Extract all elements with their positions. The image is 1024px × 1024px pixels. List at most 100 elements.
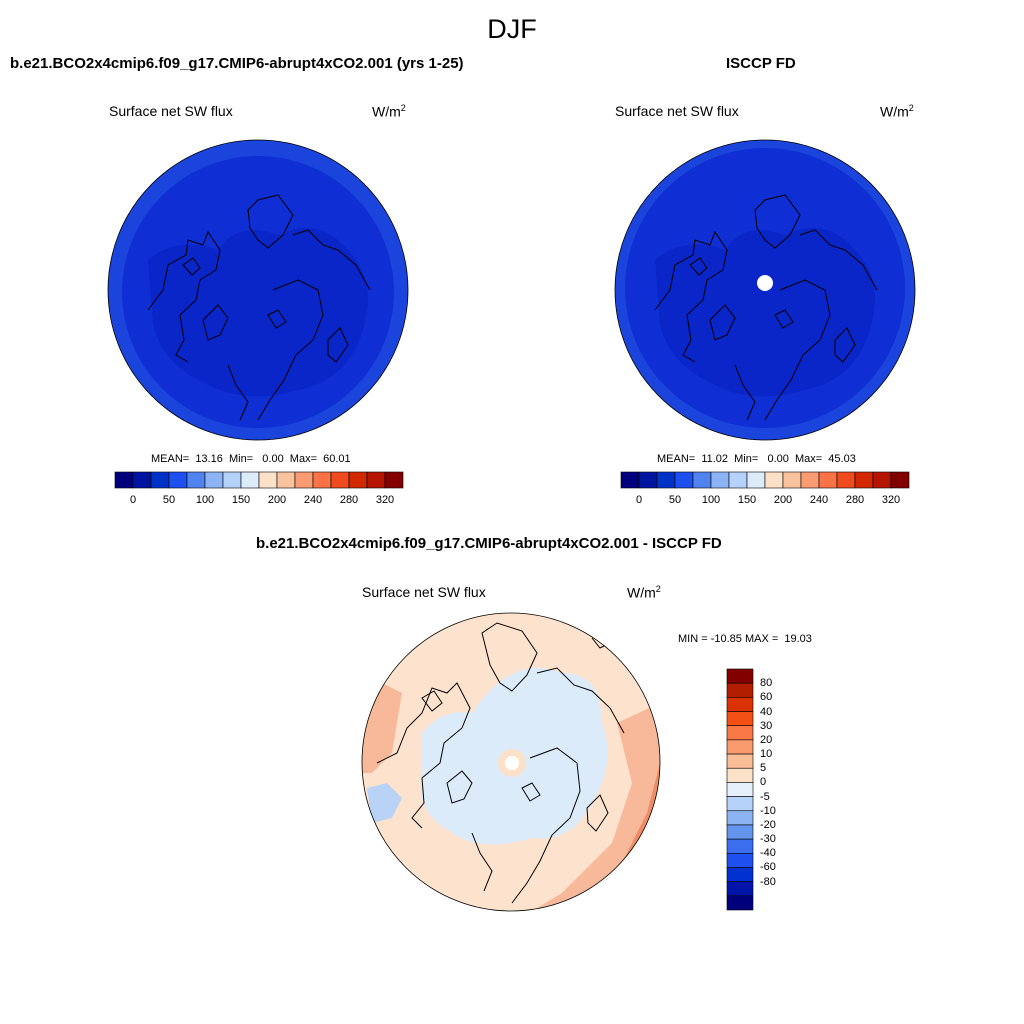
obs-colorbar-tick-label: 100 [701,494,721,506]
diff-colorbar-tick-label: -40 [760,847,776,860]
model-colorbar-box [294,471,314,489]
model-land-fill [148,227,368,397]
obs-pole-hole [757,275,773,291]
diff-colorbar-box [726,881,754,897]
panel-model-colorbar [114,471,404,489]
diff-colorbar-box [726,753,754,769]
obs-colorbar-tick-label: 0 [635,494,643,506]
diff-colorbar-box [726,810,754,826]
model-colorbar-box [168,471,188,489]
panel-model-variable: Surface net SW flux [109,103,233,119]
obs-colorbar-tick-label: 240 [809,494,829,506]
model-colorbar-tick-label: 320 [375,494,395,506]
panel-obs-units: W/m2 [880,103,914,120]
diff-colorbar-tick-label: -5 [760,790,770,803]
model-colorbar-box [276,471,296,489]
diff-colorbar-box [726,697,754,712]
model-colorbar-box [384,471,404,489]
diff-colorbar-box [726,739,754,755]
obs-colorbar-tick-label: 200 [773,494,793,506]
diff-colorbar-box [726,867,754,882]
obs-colorbar-tick-label: 150 [737,494,757,506]
obs-colorbar-box [710,471,730,489]
obs-colorbar-box [764,471,784,489]
model-colorbar-box [348,471,368,489]
diff-colorbar-tick-label: 0 [760,776,767,789]
model-colorbar-tick-label: 100 [195,494,215,506]
diff-colorbar-box [726,782,754,797]
obs-colorbar-box [872,471,892,489]
panel-diff-stats: MIN = -10.85 MAX = 19.03 [678,633,812,645]
panel-diff-colorbar-labels: 80 60 40 30 20 10 5 0 -5 -10 -20 -30 -40 -60 -80 [760,669,800,910]
diff-colorbar-tick-label: 60 [760,691,773,704]
model-colorbar-tick-label: 0 [129,494,137,506]
model-colorbar-box [330,471,350,489]
diff-colorbar-box [726,682,754,698]
panel-model-stats: MEAN= 13.16 Min= 0.00 Max= 60.01 [151,453,351,465]
panel-model-title: b.e21.BCO2x4cmip6.f09_g17.CMIP6-abrupt4x… [10,55,464,72]
diff-colorbar-box [726,824,754,840]
obs-colorbar-tick-label: 320 [881,494,901,506]
obs-colorbar-box [638,471,658,489]
diff-colorbar-tick-label: -10 [760,804,776,817]
obs-colorbar-box [674,471,694,489]
model-colorbar-box [222,471,242,489]
panel-model-colorbar-labels: 0 50 100 150 200 240 280 320 [115,494,403,508]
diff-colorbar-tick-label: -30 [760,833,776,846]
diff-colorbar-box [726,796,754,812]
model-colorbar-tick-label: 50 [162,494,176,506]
diff-colorbar-tick-label: -20 [760,818,776,831]
model-colorbar-box [258,471,278,489]
obs-colorbar-box [692,471,712,489]
obs-land-fill [655,227,875,397]
diff-colorbar-box [726,668,754,684]
diff-colorbar-tick-label: 80 [760,677,773,690]
obs-colorbar-box [800,471,820,489]
panel-model-units: W/m2 [372,103,406,120]
diff-coastlines [376,622,625,904]
panel-diff-colorbar [726,668,754,911]
model-colorbar-box [366,471,386,489]
model-colorbar-box [204,471,224,489]
obs-colorbar-box [620,471,640,489]
panel-diff-variable: Surface net SW flux [362,584,486,600]
diff-colorbar-box [726,711,754,727]
obs-colorbar-tick-label: 50 [668,494,682,506]
diff-colorbar-box [726,895,754,911]
model-colorbar-tick-label: 200 [267,494,287,506]
diff-colorbar-box [726,852,754,868]
obs-colorbar-box [728,471,748,489]
panel-obs-title: ISCCP FD [726,55,796,72]
model-colorbar-box [312,471,332,489]
diff-colorbar-tick-label: 5 [760,762,767,775]
obs-colorbar-box [656,471,676,489]
model-colorbar-box [150,471,170,489]
obs-colorbar-box [890,471,910,489]
model-colorbar-tick-label: 280 [339,494,359,506]
model-colorbar-tick-label: 240 [303,494,323,506]
panel-diff-map [361,612,661,912]
diff-colorbar-tick-label: -60 [760,861,776,874]
panel-obs-colorbar-labels: 0 50 100 150 200 240 280 320 [621,494,909,508]
model-colorbar-box [240,471,260,489]
season-title: DJF [487,14,537,44]
obs-coastlines [654,194,878,421]
model-colorbar-box [132,471,152,489]
panel-obs-map [614,139,916,441]
obs-colorbar-box [854,471,874,489]
panel-obs-colorbar [620,471,910,489]
diff-colorbar-box [726,725,754,741]
model-colorbar-box [114,471,134,489]
diff-colorbar-box [726,838,754,854]
obs-colorbar-box [746,471,766,489]
diff-colorbar-tick-label: 40 [760,705,773,718]
obs-colorbar-box [836,471,856,489]
diff-pole-hole [505,756,519,770]
obs-colorbar-tick-label: 280 [845,494,865,506]
diff-cooler-region [367,783,402,823]
diff-colorbar-tick-label: 30 [760,719,773,732]
diff-colorbar-tick-label: 10 [760,748,773,761]
diff-colorbar-tick-label: -80 [760,875,776,888]
panel-model-map [107,139,409,441]
model-colorbar-box [186,471,206,489]
